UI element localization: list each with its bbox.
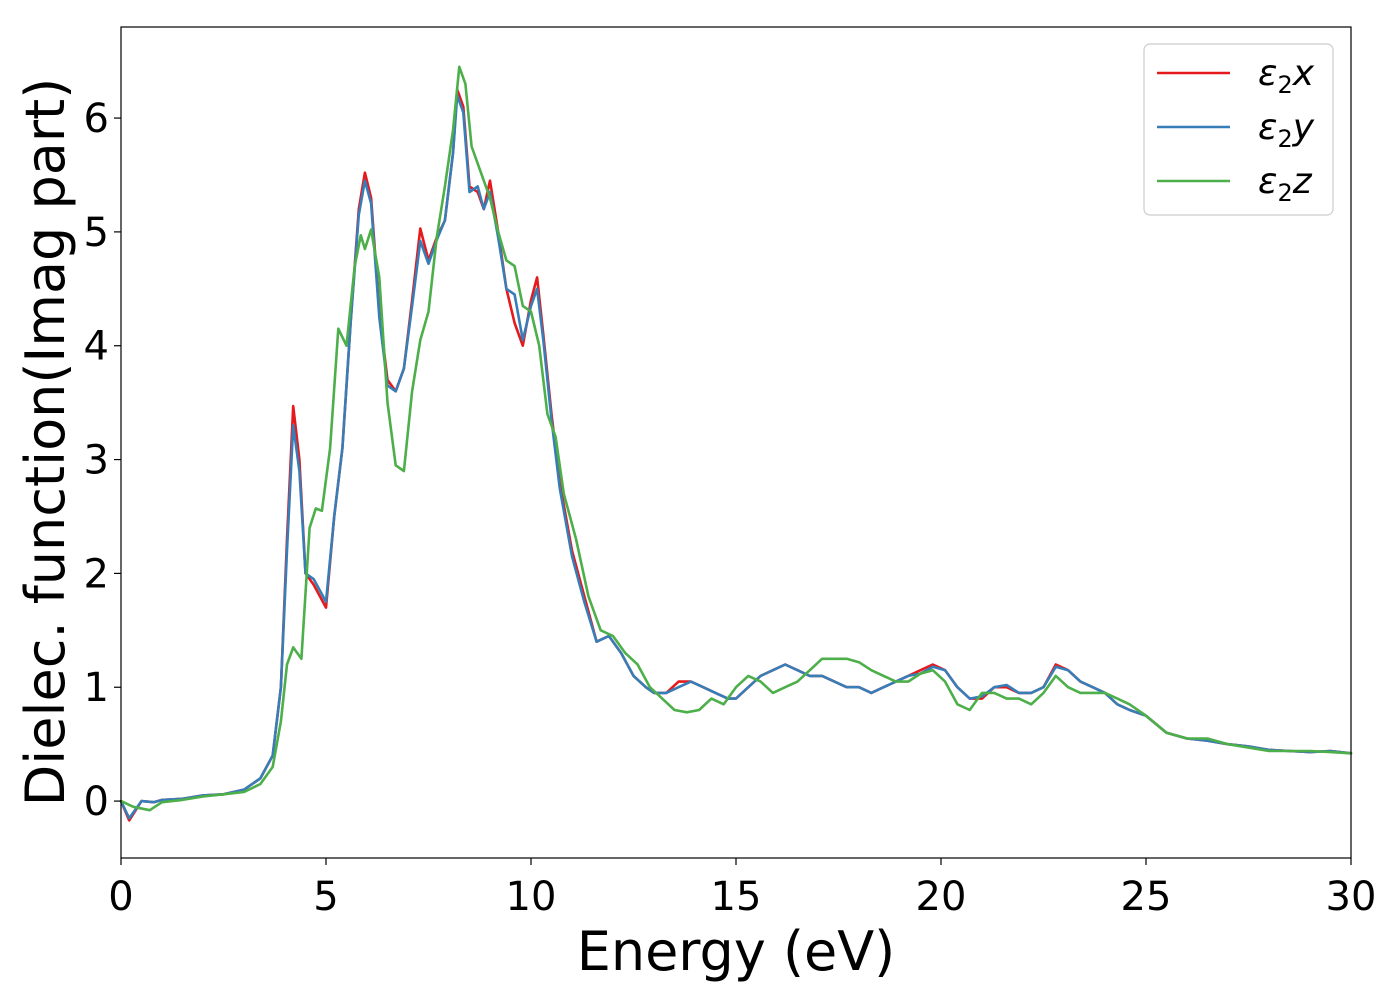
legend-label-y: ε2y [1258,107,1315,153]
y-tick-label: 3 [84,438,109,484]
series-line-y [119,94,1353,820]
x-tick-label: 20 [916,874,967,920]
x-tick-label: 0 [108,874,133,920]
y-tick-label: 4 [84,324,109,370]
y-tick-label: 0 [84,779,109,825]
series-layer [119,65,1353,822]
series-line-z [119,65,1353,812]
x-tick-label: 15 [711,874,762,920]
legend-label-z: ε2z [1258,161,1313,207]
legend-label-x: ε2x [1258,53,1315,99]
x-tick-label: 10 [506,874,557,920]
y-tick-label: 6 [84,96,109,142]
x-tick-label: 5 [313,874,338,920]
x-tick-label: 25 [1121,874,1172,920]
x-axis-label: Energy (eV) [577,920,896,983]
legend: ε2x ε2y ε2z [1143,43,1334,216]
y-axis-label: Dielec. function(Imag part) [14,78,77,807]
y-tick-label: 5 [84,210,109,256]
y-axis: 0 1 2 3 4 5 6 [84,96,121,825]
legend-box [1143,43,1334,216]
x-tick-label: 30 [1326,874,1377,920]
x-axis: 0 5 10 15 20 25 30 [108,858,1376,920]
y-tick-label: 2 [84,551,109,597]
y-tick-label: 1 [84,665,109,711]
